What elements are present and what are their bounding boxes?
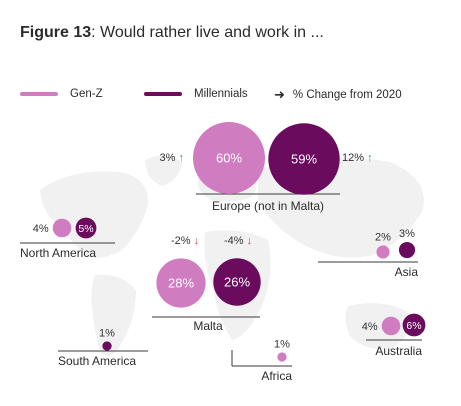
chart-marks: 60% 59%3% ↑ 12% ↑Europe (not in Malta)4% 5%… [20,122,426,383]
bubble-asia-genz [376,245,390,259]
figure-caption: : Would rather live and work in ... [91,24,324,41]
region-label-north-america: North America [20,246,96,260]
down-arrow-icon: ↓ [247,235,253,247]
change-label-malta-millennials: -4% ↓ [224,235,252,247]
change-label-europe-genz: 3% ↑ [160,152,184,164]
legend-item-genz: Gen-Z [20,88,103,100]
legend-item-change: ➜ % Change from 2020 [274,88,402,101]
map-greenland [145,155,182,186]
legend-swatch-genz [20,92,58,96]
legend-label-millennials: Millennials [194,88,248,100]
value-label-asia-genz: 2% [375,231,391,243]
figure-number: Figure 13 [20,24,92,41]
bubble-europe-genz [193,122,265,194]
value-label-europe-genz: 60% [216,151,242,166]
bubble-malta-genz [156,258,206,308]
legend-label-change: % Change from 2020 [292,88,402,101]
value-label-malta-genz: 28% [168,276,194,291]
value-label-north-america-genz: 4% [33,223,49,235]
legend-swatch-millennials [144,92,182,96]
region-label-malta: Malta [193,319,223,333]
up-arrow-icon: ↑ [179,152,185,164]
right-arrow-icon: ➜ [274,87,285,102]
bubble-europe-millennials [268,123,340,195]
bubble-malta-millennials [213,258,261,306]
value-label-australia-millennials: 6% [406,320,421,332]
region-label-africa: Africa [261,369,292,383]
bubble-asia-millennials [398,241,416,259]
bubble-australia-millennials [402,313,426,337]
legend-label-genz: Gen-Z [70,88,103,100]
value-label-malta-millennials: 26% [224,275,250,290]
legend-item-millennials: Millennials [144,88,248,100]
value-label-australia-genz: 4% [362,321,378,333]
down-arrow-icon: ↓ [194,235,200,247]
bubble-australia-genz [381,316,401,336]
region-label-australia: Australia [375,344,422,358]
change-label-europe-millennials: 12% ↑ [342,152,373,164]
region-label-europe: Europe (not in Malta) [212,199,324,213]
value-label-asia-millennials: 3% [399,228,415,240]
region-label-asia: Asia [395,265,419,279]
bubble-north-america-genz [52,218,72,238]
bubble-south-america-millennials [102,341,112,351]
region-label-south-america: South America [58,354,136,368]
up-arrow-icon: ↑ [367,152,373,164]
map-south-america [91,274,136,356]
value-label-south-america-millennials: 1% [99,327,115,339]
figure-title: Figure 13: Would rather live and work in… [20,24,324,42]
change-label-malta-genz: -2% ↓ [171,235,199,247]
map-australia [345,303,410,349]
map-north-america [40,171,149,258]
bubble-north-america-millennials [75,217,97,239]
value-label-africa-genz: 1% [274,338,290,350]
value-label-europe-millennials: 59% [291,152,317,167]
value-label-north-america-millennials: 5% [78,223,93,235]
world-map-background [40,155,424,356]
bubble-africa-genz [277,352,287,362]
